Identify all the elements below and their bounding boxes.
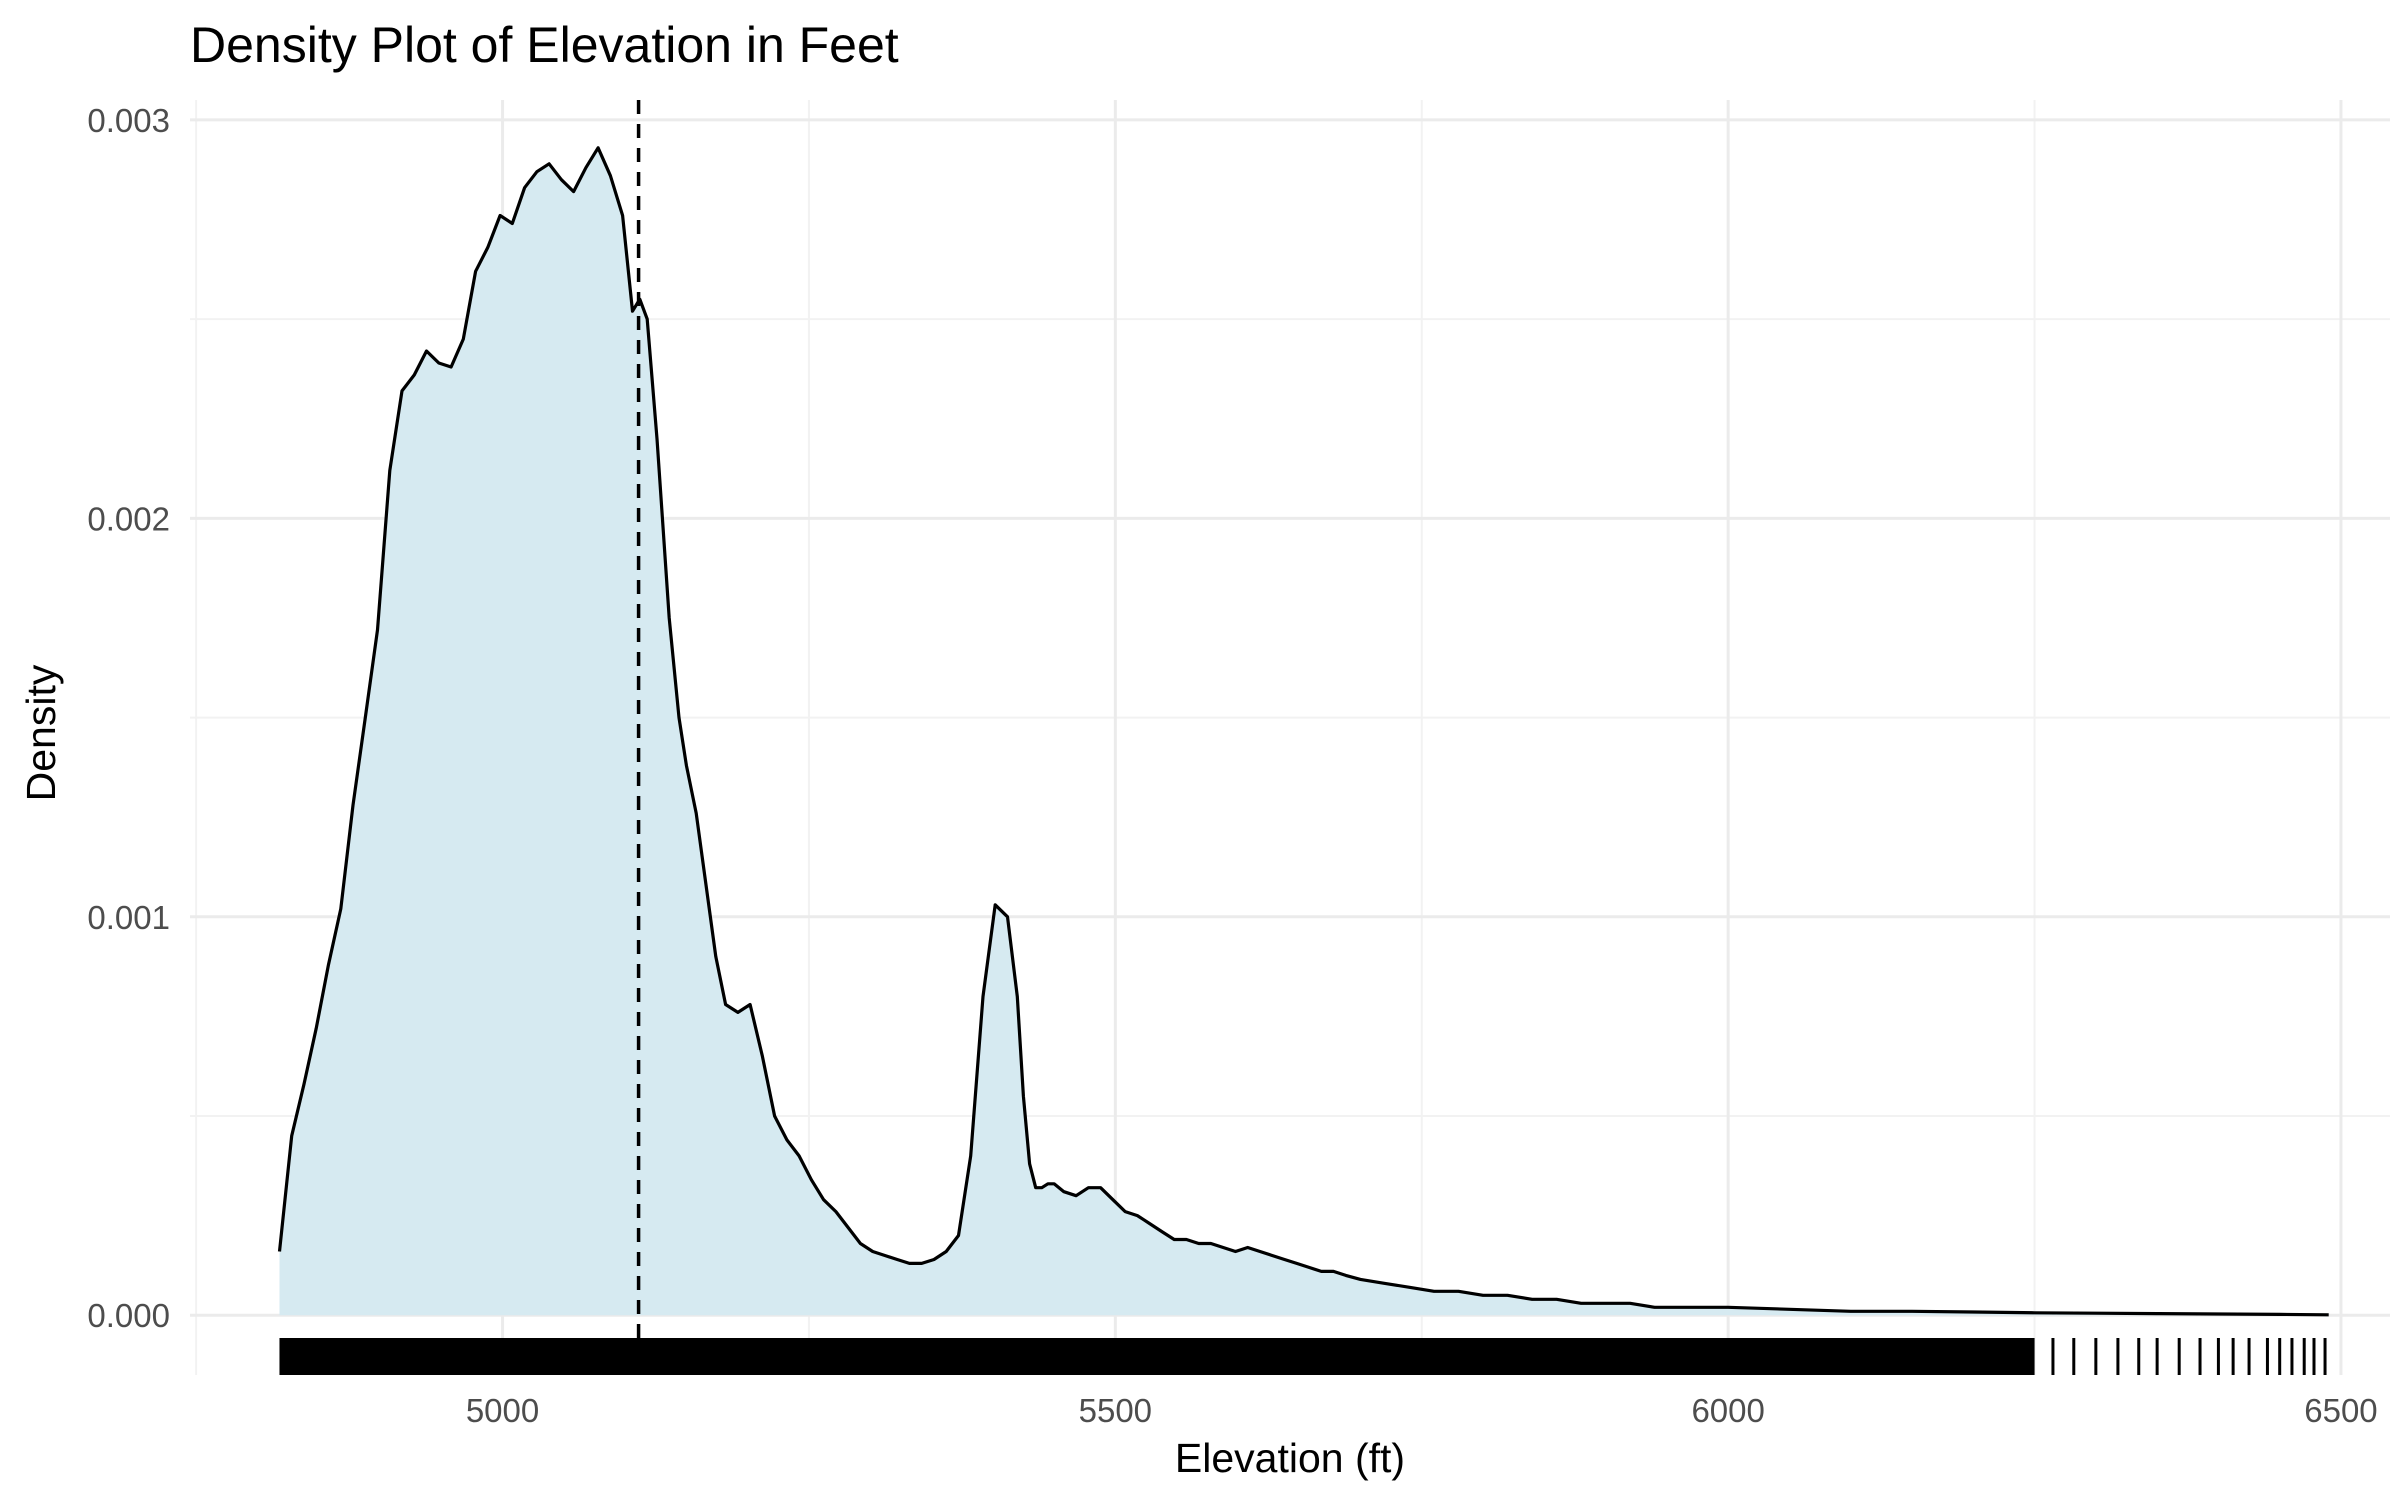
x-tick-label: 5000 (466, 1392, 539, 1429)
density-line (277, 146, 2329, 1317)
y-tick-label: 0.002 (87, 500, 170, 537)
y-axis-title: Density (18, 664, 64, 801)
y-tick-label: 0.000 (87, 1297, 170, 1334)
plot-marks (277, 100, 2329, 1375)
rug-dense-block (279, 1338, 2035, 1375)
y-tick-label: 0.003 (87, 102, 170, 139)
x-axis-title: Elevation (ft) (1175, 1435, 1405, 1481)
y-tick-label: 0.001 (87, 899, 170, 936)
chart-title: Density Plot of Elevation in Feet (190, 17, 899, 73)
rug-marks (279, 1338, 2327, 1375)
x-tick-label: 5500 (1079, 1392, 1152, 1429)
axes: 5000 5500 6000 6500 0.000 0.001 0.002 0.003 (87, 102, 2377, 1429)
x-tick-label: 6500 (2304, 1392, 2377, 1429)
density-area (279, 147, 2329, 1316)
x-tick-label: 6000 (1691, 1392, 1764, 1429)
